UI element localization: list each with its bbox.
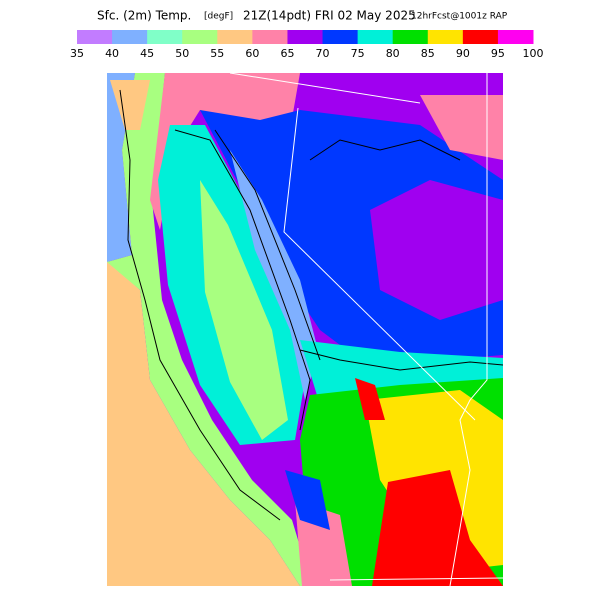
colorbar-label: 50	[175, 47, 189, 60]
north-pink	[150, 73, 300, 230]
colorbar-box	[392, 30, 429, 44]
colorbar-box	[287, 30, 324, 44]
colorbar: 35 40 45 50 55 60 65 70 75 80 85 90 95 100	[70, 30, 544, 60]
colorbar-label: 95	[491, 47, 505, 60]
colorbar-box	[462, 30, 499, 44]
valid-time: 21Z(14pdt) FRI 02 May 2025	[243, 9, 416, 23]
contour	[309, 139, 461, 161]
contour	[214, 129, 321, 361]
ocean-tan	[107, 260, 300, 586]
units: [degF]	[204, 12, 233, 22]
red-spot	[355, 378, 385, 420]
colorbar-box	[112, 30, 148, 44]
colorbar-label: 35	[70, 47, 84, 60]
colorbar-box	[357, 30, 394, 44]
state-border	[229, 73, 421, 104]
colorbar-label: 80	[386, 47, 400, 60]
country-border	[329, 577, 503, 581]
colorbar-box	[147, 30, 183, 44]
colorbar-box	[217, 30, 253, 44]
contours	[119, 89, 503, 521]
contour	[299, 349, 503, 371]
ocean-cool	[107, 73, 135, 262]
mountain-blue	[285, 470, 330, 530]
colorbar-box	[322, 30, 359, 44]
colorbar-box	[252, 30, 288, 44]
valley-green	[200, 180, 288, 440]
forecast-info: 12hrFcst@1001z RAP	[411, 12, 508, 22]
colorbar-label: 100	[523, 47, 544, 60]
colorbar-box	[77, 30, 113, 44]
colorbar-label: 60	[245, 47, 259, 60]
colorbar-label: 70	[316, 47, 330, 60]
ne-pink	[420, 95, 503, 160]
desert-red	[372, 470, 503, 586]
state-border	[449, 73, 488, 586]
map-area	[107, 73, 503, 586]
colorbar-box	[182, 30, 218, 44]
colorbar-label: 55	[210, 47, 224, 60]
contour	[174, 129, 311, 431]
se-cyan	[300, 340, 503, 405]
state-border	[283, 107, 476, 421]
title: Sfc. (2m) Temp.	[97, 9, 191, 23]
colorbar-box	[427, 30, 464, 44]
colorbar-label: 90	[456, 47, 470, 60]
borders	[229, 73, 503, 586]
colorbar-label: 45	[140, 47, 154, 60]
contour	[119, 89, 281, 521]
colorbar-label: 75	[351, 47, 365, 60]
colorbar-box	[497, 30, 534, 44]
colorbar-label: 85	[421, 47, 435, 60]
nevada-purple	[370, 180, 503, 320]
colorbar-label: 65	[280, 47, 294, 60]
colorbar-label: 40	[105, 47, 119, 60]
